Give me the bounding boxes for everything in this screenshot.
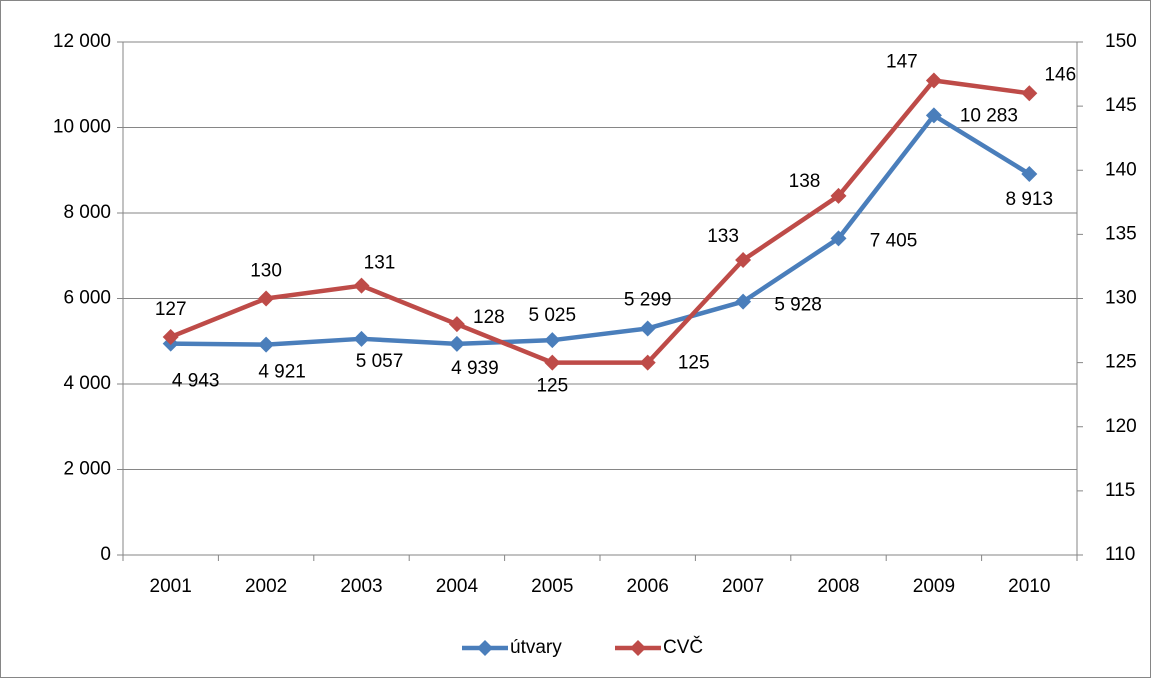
x-tick-label: 2005	[531, 576, 573, 597]
data-label: 147	[886, 51, 918, 72]
y2-tick-label: 110	[1105, 544, 1135, 565]
marker	[639, 354, 656, 371]
marker	[735, 252, 752, 269]
series-line	[170, 113, 1031, 347]
x-tick-label: 2002	[245, 576, 287, 597]
marker	[258, 290, 275, 307]
marker	[353, 277, 370, 294]
marker	[544, 332, 561, 349]
y2-tick-label: 135	[1105, 223, 1137, 244]
data-label: 4 921	[258, 362, 306, 383]
marker	[448, 316, 465, 333]
marker	[353, 330, 370, 347]
data-label: 5 299	[624, 289, 672, 310]
x-tick-label: 2008	[817, 576, 859, 597]
y-tick-label: 8 000	[63, 202, 111, 223]
y2-tick-label: 150	[1105, 31, 1137, 52]
data-label: 5 057	[356, 351, 404, 372]
y-tick-label: 0	[100, 544, 111, 565]
x-tick-label: 2004	[436, 576, 479, 597]
legend-marker	[630, 640, 646, 656]
marker	[830, 187, 847, 204]
data-label: 133	[707, 226, 739, 247]
y2-tick-label: 115	[1105, 480, 1135, 501]
marker	[925, 107, 942, 124]
data-label: 8 913	[1006, 189, 1054, 210]
y2-tick-label: 125	[1105, 352, 1137, 373]
marker	[735, 293, 752, 310]
x-tick-label: 2003	[340, 576, 382, 597]
y-tick-label: 6 000	[63, 288, 111, 309]
data-label: 131	[364, 253, 396, 274]
data-label: 7 405	[870, 230, 918, 251]
data-label: 138	[789, 171, 821, 192]
data-label: 5 025	[529, 305, 577, 326]
legend-marker	[477, 640, 493, 656]
marker	[162, 328, 179, 345]
data-label: 146	[1044, 64, 1076, 85]
y-tick-label: 2 000	[63, 459, 111, 480]
marker	[1021, 165, 1038, 182]
x-tick-label: 2006	[627, 576, 669, 597]
y2-tick-label: 140	[1105, 159, 1137, 180]
x-tick-label: 2009	[913, 576, 955, 597]
marker	[448, 335, 465, 352]
data-label: 127	[155, 299, 187, 320]
y-tick-label: 4 000	[63, 373, 111, 394]
marker	[1021, 85, 1038, 102]
y-tick-label: 10 000	[53, 117, 111, 138]
data-label: 125	[678, 353, 710, 374]
data-label: 128	[473, 307, 505, 328]
legend-label: útvary	[510, 637, 562, 658]
y2-tick-label: 145	[1105, 95, 1137, 116]
y2-tick-label: 130	[1105, 288, 1137, 309]
marker	[639, 320, 656, 337]
series-line	[169, 78, 1030, 365]
marker	[258, 336, 275, 353]
x-tick-label: 2007	[722, 576, 764, 597]
marker	[830, 230, 847, 247]
marker	[544, 354, 561, 371]
marker	[925, 72, 942, 89]
data-label: 125	[536, 376, 568, 397]
x-tick-label: 2001	[150, 576, 192, 597]
y2-tick-label: 120	[1105, 416, 1137, 437]
data-label: 10 283	[960, 105, 1018, 126]
data-label: 130	[250, 261, 282, 282]
data-label: 4 939	[451, 358, 499, 379]
y-tick-label: 12 000	[53, 31, 111, 52]
data-label: 5 928	[774, 295, 822, 316]
data-label: 4 943	[172, 371, 220, 392]
x-tick-label: 2010	[1008, 576, 1050, 597]
legend-label: CVČ	[663, 636, 703, 658]
